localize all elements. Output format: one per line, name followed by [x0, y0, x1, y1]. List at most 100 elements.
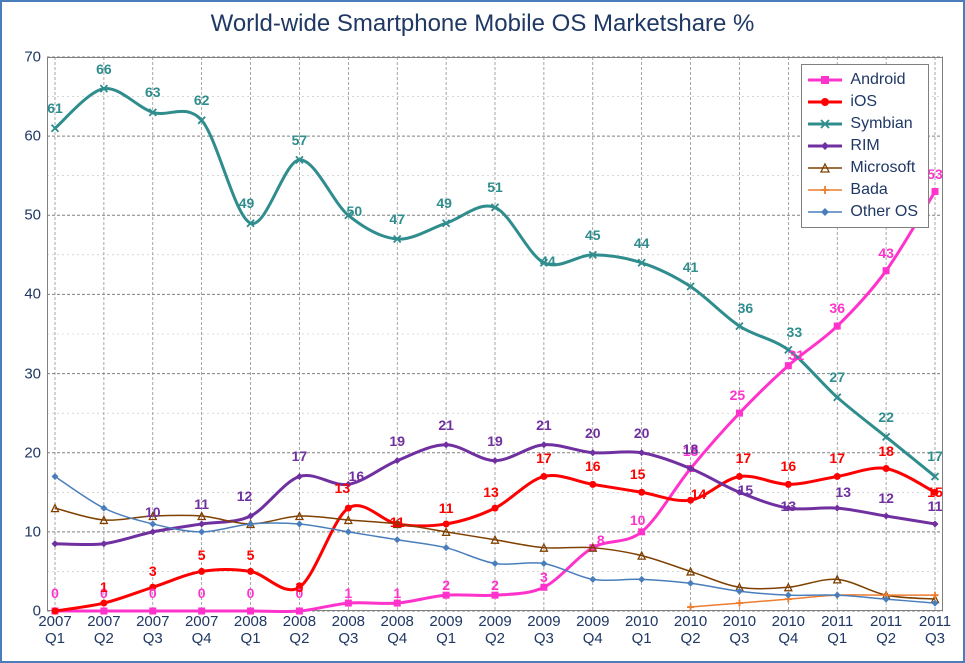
data-label: 36 — [738, 300, 754, 316]
data-label: 44 — [634, 235, 650, 251]
legend-label: Microsoft — [850, 159, 915, 177]
data-label: 49 — [239, 195, 255, 211]
data-label: 15 — [630, 466, 646, 482]
data-label: 20 — [585, 425, 601, 441]
data-label: 3 — [296, 579, 304, 595]
data-label: 31 — [789, 347, 805, 363]
legend: Android iOS Symbian RIM Microsoft Bada Other O… — [801, 64, 929, 228]
legend-label: iOS — [850, 93, 877, 111]
data-label: 57 — [292, 132, 308, 148]
legend-item: Bada — [808, 179, 918, 201]
data-label: 17 — [292, 448, 308, 464]
data-label: 63 — [145, 84, 161, 100]
data-label: 17 — [736, 450, 752, 466]
x-tick-label: 2009Q2 — [478, 611, 511, 648]
data-label: 16 — [781, 458, 797, 474]
data-label: 33 — [787, 324, 803, 340]
data-label: 25 — [730, 387, 746, 403]
x-tick-label: 2008Q4 — [381, 611, 414, 648]
y-tick-label: 20 — [24, 444, 47, 461]
data-label: 5 — [198, 547, 206, 563]
data-label: 12 — [878, 490, 894, 506]
chart-container: World-wide Smartphone Mobile OS Marketsh… — [0, 0, 965, 663]
legend-swatch — [808, 205, 842, 219]
x-tick-label: 2008Q1 — [234, 611, 267, 648]
legend-swatch — [808, 73, 842, 87]
legend-swatch — [808, 95, 842, 109]
legend-swatch — [808, 117, 842, 131]
data-label: 3 — [149, 563, 157, 579]
y-tick-label: 40 — [24, 286, 47, 303]
x-tick-label: 2010Q2 — [674, 611, 707, 648]
data-label: 3 — [540, 569, 548, 585]
legend-label: Android — [850, 71, 905, 89]
data-label: 0 — [198, 585, 206, 601]
data-label: 8 — [597, 532, 605, 548]
x-tick-label: 2010Q4 — [772, 611, 805, 648]
legend-swatch — [808, 139, 842, 153]
data-label: 10 — [630, 512, 646, 528]
data-label: 36 — [829, 300, 845, 316]
data-label: 21 — [536, 417, 552, 433]
data-label: 16 — [585, 458, 601, 474]
data-label: 47 — [389, 211, 405, 227]
data-label: 53 — [927, 166, 943, 182]
data-label: 50 — [347, 203, 363, 219]
data-label: 44 — [540, 253, 556, 269]
data-label: 1 — [100, 579, 108, 595]
data-label: 12 — [237, 488, 253, 504]
data-label: 0 — [51, 585, 59, 601]
data-label: 1 — [393, 585, 401, 601]
data-label: 13 — [483, 484, 499, 500]
y-tick-label: 10 — [24, 523, 47, 540]
data-label: 11 — [928, 498, 943, 514]
data-label: 11 — [390, 514, 405, 530]
x-tick-label: 2010Q1 — [625, 611, 658, 648]
legend-label: Symbian — [850, 115, 912, 133]
legend-label: Other OS — [850, 203, 918, 221]
data-label: 17 — [927, 448, 943, 464]
x-tick-label: 2011Q2 — [870, 611, 902, 648]
x-tick-label: 2007Q2 — [87, 611, 120, 648]
data-label: 2 — [442, 577, 450, 593]
data-label: 41 — [683, 259, 699, 275]
data-label: 13 — [781, 498, 797, 514]
data-label: 18 — [683, 441, 699, 457]
data-label: 10 — [145, 504, 161, 520]
chart-title: World-wide Smartphone Mobile OS Marketsh… — [2, 10, 963, 38]
data-label: 17 — [536, 450, 552, 466]
data-label: 61 — [47, 100, 63, 116]
x-tick-label: 2008Q2 — [283, 611, 316, 648]
legend-item: RIM — [808, 135, 918, 157]
data-label: 2 — [491, 577, 499, 593]
x-tick-label: 2011Q1 — [821, 611, 853, 648]
data-label: 19 — [389, 433, 405, 449]
data-label: 18 — [878, 443, 894, 459]
y-tick-label: 70 — [24, 49, 47, 66]
y-tick-label: 30 — [24, 365, 47, 382]
y-tick-label: 50 — [24, 207, 47, 224]
legend-item: Android — [808, 69, 918, 91]
data-label: 21 — [438, 417, 454, 433]
legend-swatch — [808, 161, 842, 175]
data-label: 0 — [149, 585, 157, 601]
data-label: 62 — [194, 92, 210, 108]
data-label: 20 — [634, 425, 650, 441]
legend-swatch — [808, 183, 842, 197]
data-label: 19 — [487, 433, 503, 449]
x-tick-label: 2008Q3 — [332, 611, 365, 648]
data-label: 17 — [829, 450, 845, 466]
data-label: 43 — [878, 245, 894, 261]
data-label: 22 — [878, 409, 894, 425]
legend-item: Symbian — [808, 113, 918, 135]
x-tick-label: 2007Q1 — [38, 611, 71, 648]
data-label: 11 — [439, 500, 454, 516]
x-tick-label: 2009Q1 — [429, 611, 462, 648]
x-tick-label: 2009Q3 — [527, 611, 560, 648]
legend-label: RIM — [850, 137, 879, 155]
legend-item: Other OS — [808, 201, 918, 223]
data-label: 0 — [247, 585, 255, 601]
data-label: 49 — [436, 195, 452, 211]
data-label: 15 — [738, 482, 754, 498]
data-label: 51 — [487, 179, 503, 195]
